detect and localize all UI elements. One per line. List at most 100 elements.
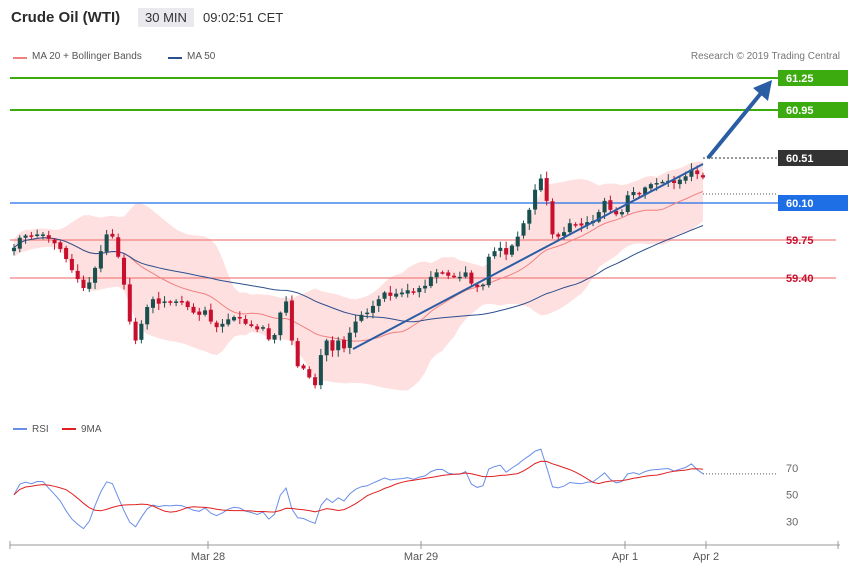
candle-body xyxy=(498,247,503,251)
candle-body xyxy=(446,272,451,276)
candle-body xyxy=(197,311,202,315)
target-level-60-95-badge xyxy=(778,102,848,118)
candle-body xyxy=(683,176,688,181)
timeframe-badge[interactable]: 30 MIN xyxy=(138,8,194,27)
uptrend-line xyxy=(352,163,704,350)
candle-body xyxy=(266,328,271,340)
x-tick-label: Apr 2 xyxy=(693,551,719,563)
target-level-60-95-label: 60.95 xyxy=(786,105,814,117)
candle-body xyxy=(214,322,219,328)
candle-body xyxy=(452,275,457,278)
candle-body xyxy=(11,247,17,252)
candle-body xyxy=(585,222,590,226)
timestamp: 09:02:51 CET xyxy=(203,10,284,25)
target-level-61-25-label: 61.25 xyxy=(786,73,814,85)
candle-body xyxy=(602,200,607,213)
ma50-legend-swatch xyxy=(168,57,182,59)
rsi-line xyxy=(13,448,704,530)
candle-body xyxy=(98,251,103,269)
candle-body xyxy=(127,284,132,322)
candle-body xyxy=(318,355,323,386)
candle-body xyxy=(567,223,572,233)
candle-body xyxy=(660,181,665,184)
last-price-level-badge xyxy=(778,150,848,166)
candle-body xyxy=(359,314,364,321)
x-tick-label: Mar 29 xyxy=(404,551,438,563)
candle-body xyxy=(417,288,422,293)
candle-body xyxy=(46,235,51,239)
candle-body xyxy=(289,300,294,341)
candle-body xyxy=(313,377,318,386)
candle-body xyxy=(637,192,642,195)
candle-body xyxy=(75,270,80,280)
candle-body xyxy=(614,210,619,215)
candle-body xyxy=(596,212,601,222)
candle-body xyxy=(174,301,179,303)
candle-body xyxy=(353,321,358,333)
candle-body xyxy=(394,293,399,297)
resistance-level-60-10-badge xyxy=(778,195,848,211)
candle-body xyxy=(301,365,306,369)
candle-body xyxy=(486,256,491,286)
candle-body xyxy=(515,236,520,247)
rsi-ma-legend-label: 9MA xyxy=(81,424,102,435)
candle-body xyxy=(509,245,514,255)
candle-body xyxy=(52,239,57,244)
candle-body xyxy=(185,301,190,308)
candle-body xyxy=(376,299,381,306)
candle-body xyxy=(150,299,155,308)
rsi-legend-label: RSI xyxy=(32,424,49,435)
candle-body xyxy=(631,191,636,196)
candle-body xyxy=(260,327,265,329)
candle-body xyxy=(116,237,121,257)
instrument-title: Crude Oil (WTI) xyxy=(11,9,121,26)
candle-body xyxy=(295,341,300,367)
candle-body xyxy=(672,180,677,184)
candle-body xyxy=(87,282,92,289)
candle-body xyxy=(405,290,410,294)
candle-body xyxy=(23,235,28,238)
candle-body xyxy=(411,291,416,293)
candle-body xyxy=(527,209,532,224)
candle-body xyxy=(643,187,648,195)
candle-body xyxy=(677,179,682,185)
candle-body xyxy=(428,276,433,287)
candle-body xyxy=(237,317,242,319)
candle-body xyxy=(608,200,613,210)
support-level-59-40-label: 59.40 xyxy=(786,273,814,285)
candle-body xyxy=(619,212,624,215)
candle-body xyxy=(388,292,393,296)
candle-body xyxy=(243,318,248,324)
candle-body xyxy=(521,223,526,236)
candle-body xyxy=(40,234,45,236)
candle-body xyxy=(139,323,144,340)
candle-body xyxy=(492,251,497,257)
candle-body xyxy=(469,272,474,284)
candle-body xyxy=(93,267,98,283)
candle-body xyxy=(330,340,335,351)
candle-body xyxy=(341,339,347,349)
candle-body xyxy=(191,306,196,313)
candle-body xyxy=(255,326,260,330)
candle-body xyxy=(365,312,370,315)
rsi-tick-70: 70 xyxy=(786,463,798,475)
projection-arrow-shaft xyxy=(706,90,764,160)
candle-body xyxy=(695,170,700,175)
candle-body xyxy=(220,323,225,327)
candle-body xyxy=(29,235,34,237)
candle-body xyxy=(168,301,173,303)
last-price-level-label: 60.51 xyxy=(786,153,814,165)
candle-body xyxy=(550,201,555,235)
candle-body xyxy=(231,317,237,321)
support-level-59-75-label: 59.75 xyxy=(786,235,814,247)
candle-body xyxy=(556,234,561,237)
candle-body xyxy=(399,292,404,295)
ma50-line xyxy=(13,225,704,323)
candle-body xyxy=(104,234,109,252)
candle-body xyxy=(579,223,584,226)
candle-body xyxy=(272,334,277,340)
candle-body xyxy=(654,183,659,185)
chart-legend: MA 20 + Bollinger Bands MA 50 Research ©… xyxy=(0,50,850,66)
candle-body xyxy=(573,224,578,226)
